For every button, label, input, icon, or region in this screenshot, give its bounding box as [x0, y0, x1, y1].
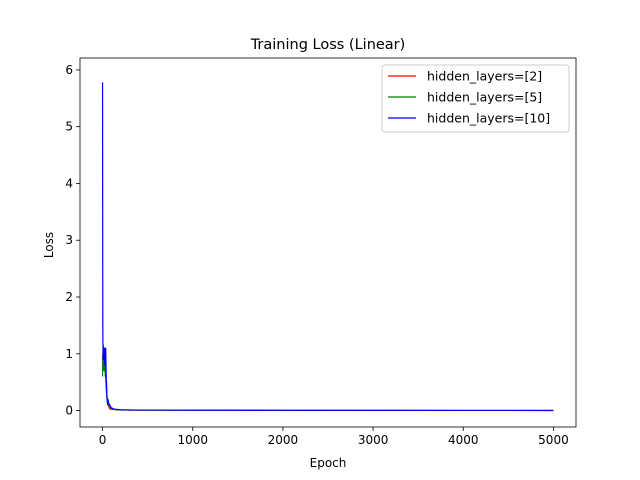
x-tick-label: 1000 [177, 433, 208, 447]
legend: hidden_layers=[2] hidden_layers=[5]hidden… [381, 64, 570, 133]
x-tick-label: 5000 [538, 433, 569, 447]
x-tick-label: 4000 [448, 433, 479, 447]
y-tick-label: 1 [65, 347, 73, 361]
legend-entry-label: hidden_layers=[10] [427, 111, 550, 126]
x-axis-label: Epoch [310, 456, 347, 470]
plot-frame [79, 57, 577, 428]
x-tick-label: 0 [99, 433, 107, 447]
y-tick-label: 5 [65, 120, 73, 134]
y-tick-label: 0 [65, 404, 73, 418]
chart-title: Training Loss (Linear) [250, 37, 406, 53]
x-tick-label: 3000 [358, 433, 389, 447]
x-tick-label: 2000 [268, 433, 299, 447]
legend-entry-label: hidden_layers=[2] [427, 69, 542, 84]
y-tick-label: 3 [65, 233, 73, 247]
series-line-3 [101, 82, 554, 412]
y-tick-label: 6 [65, 63, 73, 77]
legend-entry-label: hidden_layers=[5] [427, 90, 542, 105]
series-line-2 [101, 353, 554, 412]
x-axis-ticks: 0 1000 2000 3000 4000 5000 [99, 427, 569, 447]
series-line-1 [101, 352, 554, 412]
y-tick-label: 2 [65, 290, 73, 304]
y-axis-label: Loss [42, 232, 56, 258]
y-tick-label: 4 [65, 176, 73, 190]
series-layer [101, 82, 554, 412]
legend-box [381, 64, 570, 133]
y-axis-ticks: 0 1 2 3 4 5 6 [65, 63, 80, 418]
